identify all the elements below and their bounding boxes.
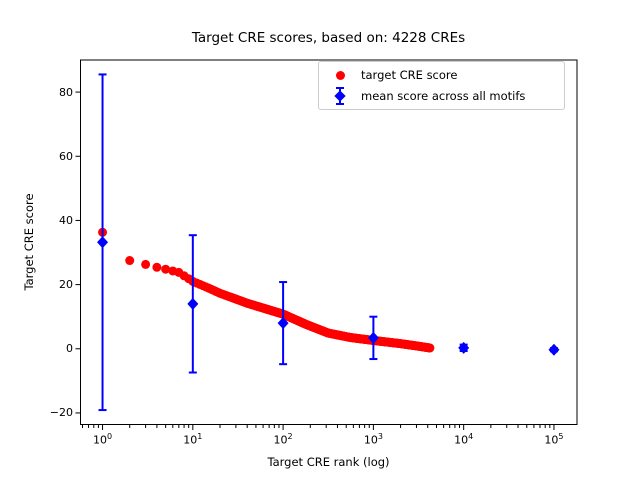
legend-entry-target: target CRE score — [319, 65, 564, 85]
legend-entry-mean: mean score across all motifs — [319, 86, 564, 106]
red-circle-icon — [335, 70, 345, 80]
mean-diamond-point — [548, 343, 560, 356]
diamond-glyph — [334, 90, 346, 102]
y-tick-label: −20 — [49, 406, 73, 420]
target-score-point — [425, 343, 435, 353]
plot-border — [80, 59, 578, 425]
target-score-point — [161, 264, 171, 274]
x-tick-label: 104 — [454, 432, 474, 447]
y-tick-label: 0 — [66, 342, 73, 356]
target-score-point — [152, 262, 162, 272]
mean-diamond-point — [277, 317, 289, 330]
y-tick-label: 20 — [59, 278, 73, 292]
legend: target CRE score mean score across all m… — [318, 61, 565, 110]
chart-title: Target CRE scores, based on: 4228 CREs — [191, 30, 466, 46]
mean-diamond-point — [187, 297, 199, 310]
legend-marker-cell — [319, 86, 361, 105]
target-score-point — [125, 256, 135, 266]
x-tick-label: 100 — [92, 432, 113, 447]
x-tick-label: 103 — [363, 432, 383, 447]
mean-diamond-point — [458, 341, 470, 354]
y-tick-label: 60 — [59, 149, 73, 163]
x-tick-label: 102 — [273, 432, 293, 447]
mean-diamond-point — [367, 331, 379, 344]
x-axis-label: Target CRE rank (log) — [267, 455, 390, 469]
y-tick-label: 40 — [59, 213, 73, 227]
blue-diamond-errorbar-icon — [334, 86, 346, 105]
x-tick-label: 101 — [183, 432, 203, 447]
errorbar-cap-bottom — [336, 102, 344, 105]
legend-label-target: target CRE score — [361, 68, 458, 83]
legend-marker-cell — [319, 70, 361, 80]
target-score-point — [141, 259, 151, 269]
x-tick-label: 105 — [544, 432, 564, 447]
mean-diamond-point — [97, 236, 109, 249]
errorbar-cap-top — [336, 86, 344, 89]
y-tick-label: 80 — [59, 85, 73, 99]
legend-label-mean: mean score across all motifs — [361, 88, 526, 103]
